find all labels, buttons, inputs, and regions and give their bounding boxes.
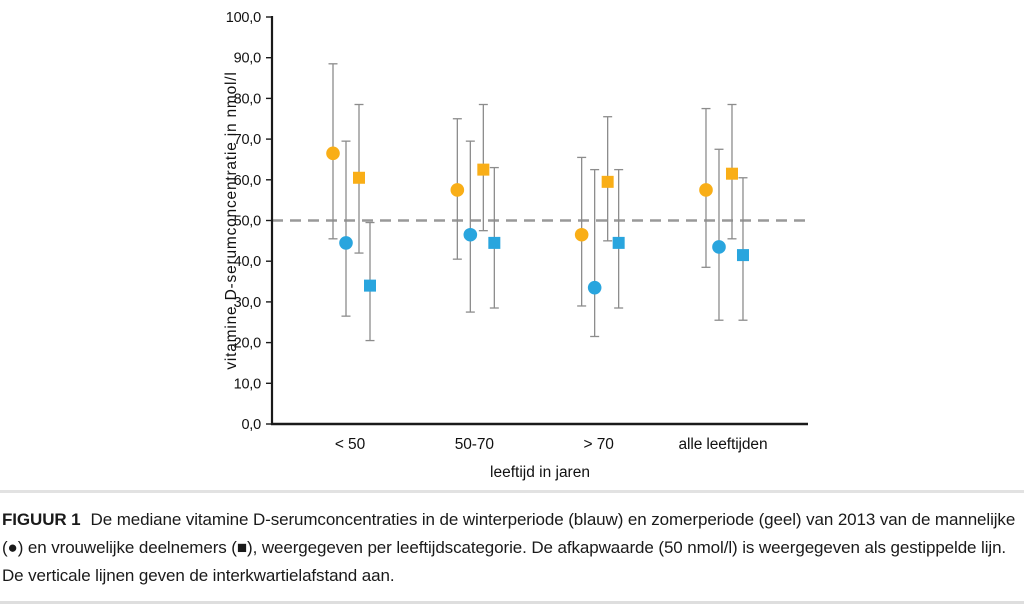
y-tick-label: 50,0: [234, 214, 262, 230]
marker-zomer-vrouwelijk-cat1: [477, 163, 490, 176]
y-tick-label: 70,0: [234, 132, 262, 148]
figure-caption-label: FIGUUR 1: [2, 510, 81, 529]
marker-zomer-vrouwelijk-cat0: [353, 171, 365, 184]
marker-winter-vrouwelijk-cat2: [612, 236, 625, 249]
marker-zomer-mannelijk-cat3: [699, 183, 713, 197]
figure-caption-text: De mediane vitamine D-serumconcentraties…: [2, 510, 1016, 585]
spacer: [0, 590, 1024, 601]
divider-top: [0, 490, 1024, 493]
x-axis-title: leeftijd in jaren: [490, 464, 590, 481]
y-tick-label: 10,0: [234, 376, 262, 392]
marker-winter-vrouwelijk-cat3: [736, 249, 749, 262]
marker-winter-mannelijk-cat3: [712, 240, 726, 254]
y-tick-label: 40,0: [234, 254, 262, 270]
marker-winter-mannelijk-cat1: [463, 227, 478, 242]
y-tick-label: 60,0: [234, 173, 262, 189]
figure-chart-area: 0,0 10,0 20,0 30,0 40,0 50,0 60,0 70,0 80,0 90,0 1…: [223, 10, 808, 481]
divider-bottom: [0, 601, 1024, 604]
vitamin-d-scatter-chart: 0,0 10,0 20,0 30,0 40,0 50,0 60,0 70,0 80,0 90,0 1…: [223, 10, 808, 481]
x-category-label: < 50: [335, 436, 366, 453]
y-tick-label: 30,0: [234, 295, 262, 311]
marker-winter-vrouwelijk-cat1: [488, 236, 501, 249]
y-tick-label: 100,0: [226, 10, 261, 26]
x-category-label: 50-70: [455, 436, 495, 453]
x-category-label: > 70: [584, 436, 615, 453]
marker-zomer-vrouwelijk-cat3: [725, 167, 738, 180]
marker-zomer-vrouwelijk-cat2: [601, 175, 614, 188]
figure-caption: FIGUUR 1 De mediane vitamine D-serumconce…: [0, 493, 1024, 590]
marker-zomer-mannelijk-cat1: [450, 183, 465, 197]
marker-winter-mannelijk-cat2: [587, 280, 602, 295]
y-tick-label: 20,0: [234, 336, 262, 352]
y-tick-label: 0,0: [241, 417, 261, 433]
x-category-label: alle leeftijden: [678, 436, 767, 453]
marker-zomer-mannelijk-cat0: [326, 146, 340, 161]
marker-winter-vrouwelijk-cat0: [364, 279, 376, 292]
marker-zomer-mannelijk-cat2: [574, 227, 589, 242]
marker-winter-mannelijk-cat0: [339, 236, 353, 250]
y-tick-label: 80,0: [234, 91, 262, 107]
y-tick-label: 90,0: [234, 51, 262, 67]
y-axis-title: vitamine D-serumconcentratie in nmol/l: [223, 71, 240, 369]
